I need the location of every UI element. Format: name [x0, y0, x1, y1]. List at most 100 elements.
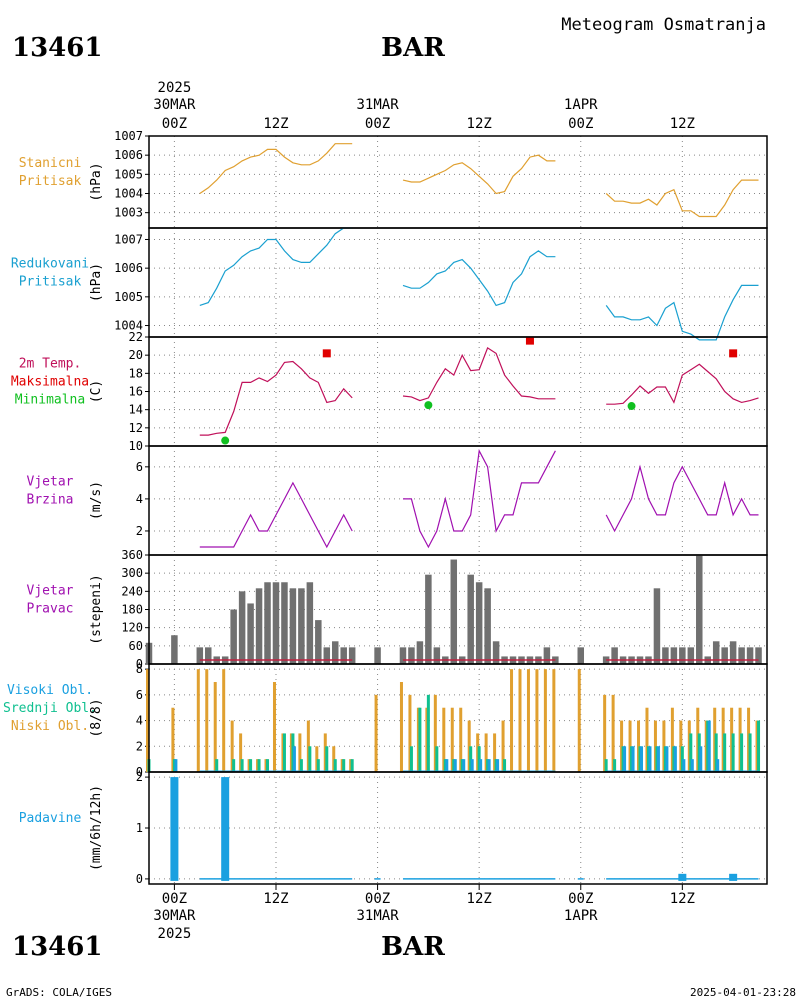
y-tick-label: 20 [129, 348, 143, 362]
time-label-hour: 12Z [467, 891, 492, 907]
panel-label-clouds: Visoki Obl. [7, 683, 93, 698]
y-tick-label: 10 [129, 439, 143, 453]
y-tick-label: 180 [121, 603, 143, 617]
cloud-bar-visoki [174, 759, 178, 772]
y-tick-label: 1006 [114, 148, 143, 162]
cloud-bar-srednji [723, 733, 727, 772]
y-tick-label: 16 [129, 385, 143, 399]
cloud-bar-visoki [690, 759, 694, 772]
y-tick-label: 60 [129, 639, 143, 653]
cloud-bar-visoki [462, 759, 466, 772]
wind-direction-bar [492, 641, 500, 664]
wind-direction-bar [238, 591, 246, 664]
time-label-hour: 00Z [162, 116, 187, 132]
cloud-bar-srednji [469, 746, 473, 772]
y-tick-label: 0 [136, 872, 143, 886]
cloud-bar-srednji [613, 759, 617, 772]
cloud-bar-srednji [350, 759, 354, 772]
wind-direction-bar [374, 647, 381, 664]
wind-direction-bar [746, 647, 754, 664]
cloud-bar-niski [239, 733, 243, 772]
station-id-bottom: 13461 [12, 932, 102, 962]
y-tick-label: 1005 [114, 167, 143, 181]
panel-frame [148, 135, 768, 229]
series-line-reduced_pressure [199, 227, 353, 306]
y-tick-label: 4 [136, 492, 143, 506]
time-label-hour: 12Z [670, 891, 695, 907]
cloud-bar-niski [399, 682, 403, 772]
cloud-bar-niski [611, 694, 615, 772]
y-tick-label: 360 [121, 548, 143, 562]
cloud-bar-niski [230, 720, 234, 772]
cloud-bar-srednji [731, 733, 735, 772]
cloud-bar-visoki [665, 746, 669, 772]
series-line-reduced_pressure [402, 250, 556, 307]
cloud-bar-niski [442, 707, 446, 772]
wind-direction-bar [323, 647, 331, 664]
time-label-hour: 12Z [263, 116, 288, 132]
cloud-bar-niski [374, 694, 378, 772]
panel-clouds: 0 2 4 6 8 Visoki Obl. Srednji Obl. Niski Obl. (8… [3, 662, 768, 779]
panel-frame [148, 445, 768, 556]
cloud-bar-visoki [445, 759, 449, 772]
wind-direction-bar [653, 588, 661, 664]
wind-direction-bar [196, 647, 204, 664]
wind-direction-bar [306, 582, 314, 664]
wind-direction-bar [416, 641, 424, 664]
max-temp-marker [729, 349, 738, 358]
y-tick-label: 120 [121, 621, 143, 635]
precip-bar [729, 873, 738, 881]
y-tick-label: 1007 [114, 129, 143, 143]
cloud-bar-niski [315, 746, 319, 772]
panel-temperature: 10 12 14 16 18 20 22 2m Temp. Maksimalna Minimaln… [11, 330, 768, 453]
panel-label-precipitation: Padavine [19, 811, 82, 826]
cloud-bar-srednji [748, 733, 752, 772]
wind-direction-bar [696, 555, 703, 664]
min-temp-marker [221, 436, 230, 445]
cloud-bar-visoki [656, 746, 660, 772]
y-axis-label-reduced_pressure: (hPa) [89, 263, 104, 302]
cloud-bar-srednji [342, 759, 346, 772]
y-tick-label: 1007 [114, 232, 143, 246]
min-temp-marker [424, 401, 433, 410]
panel-label-station_pressure: Stanicni [19, 156, 82, 171]
y-tick-label: 8 [136, 662, 143, 676]
cloud-bar-niski [543, 669, 547, 772]
cloud-bar-visoki [699, 746, 703, 772]
y-tick-label: 18 [129, 366, 143, 380]
wind-direction-bar [721, 647, 728, 664]
series-line-wind_speed [605, 464, 759, 533]
wind-direction-bar [331, 641, 339, 664]
cloud-bar-niski [222, 669, 226, 772]
cloud-bar-srednji [503, 759, 507, 772]
cloud-bar-visoki [453, 759, 457, 772]
series-line-station_pressure [402, 154, 556, 195]
wind-direction-bar [738, 647, 745, 664]
wind-direction-bar [687, 647, 695, 664]
wind-direction-bar [298, 588, 305, 664]
cloud-bar-niski [332, 746, 336, 772]
panel-frame [148, 771, 768, 885]
time-label-hour: 12Z [467, 116, 492, 132]
cloud-bar-visoki [292, 746, 296, 772]
station-name-bottom: BAR [381, 932, 445, 962]
y-axis-label-precipitation: (mm/6h/12h) [89, 785, 104, 871]
cloud-bar-srednji [689, 733, 693, 772]
cloud-bar-srednji [266, 759, 270, 772]
cloud-bar-visoki [496, 759, 500, 772]
y-tick-label: 0 [136, 657, 143, 671]
cloud-bar-niski [213, 682, 217, 772]
cloud-bar-niski [501, 720, 505, 772]
cloud-bar-srednji [740, 733, 744, 772]
y-axis-label-wind_speed: (m/s) [89, 481, 104, 520]
wind-direction-bar [475, 582, 483, 664]
wind-direction-bar [662, 647, 669, 664]
max-temp-marker [525, 336, 534, 345]
y-tick-label: 14 [129, 403, 143, 417]
cloud-bar-visoki [673, 746, 677, 772]
y-tick-label: 4 [136, 714, 143, 728]
time-label-date: 30MAR [153, 97, 196, 113]
cloud-bar-srednji [282, 733, 286, 772]
